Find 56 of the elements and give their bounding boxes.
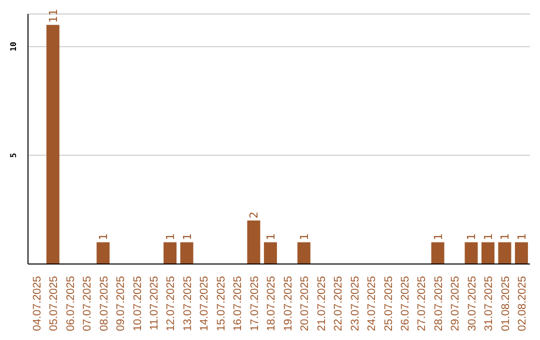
y-tick-label: 10 xyxy=(9,42,18,52)
x-tick-label: 07.07.2025 xyxy=(82,276,94,332)
x-tick-label: 26.07.2025 xyxy=(400,276,412,332)
x-tick-label: 15.07.2025 xyxy=(215,276,228,332)
data-label: 1 xyxy=(264,233,278,240)
bar xyxy=(481,242,494,264)
x-tick-label: 29.07.2025 xyxy=(450,276,462,332)
data-label: 1 xyxy=(164,233,178,240)
x-tick-label: 30.07.2025 xyxy=(466,276,478,332)
data-label: 1 xyxy=(432,233,445,240)
bar xyxy=(264,242,277,264)
y-tick-label: 5 xyxy=(9,152,18,158)
bar xyxy=(498,242,512,264)
x-tick-label: 27.07.2025 xyxy=(416,276,428,332)
x-tick-label: 28.07.2025 xyxy=(432,276,445,332)
x-tick-label: 18.07.2025 xyxy=(266,276,278,332)
x-tick-label: 13.07.2025 xyxy=(182,276,194,332)
data-label: 1 xyxy=(498,233,512,240)
x-tick-label: 14.07.2025 xyxy=(198,276,211,332)
bar xyxy=(180,242,194,264)
bar xyxy=(96,242,110,264)
x-tick-label: 17.07.2025 xyxy=(248,276,261,332)
x-tick-label: 04.07.2025 xyxy=(31,276,44,332)
x-tick-label: 19.07.2025 xyxy=(282,276,294,332)
data-label: 1 xyxy=(97,233,110,240)
x-tick-label: 09.07.2025 xyxy=(115,276,128,332)
data-label: 2 xyxy=(248,212,261,219)
x-tick-label: 06.07.2025 xyxy=(64,276,77,332)
data-label: 1 xyxy=(515,233,528,240)
x-tick-label: 23.07.2025 xyxy=(349,276,362,332)
x-tick-label: 12.07.2025 xyxy=(165,276,178,332)
data-label: 1 xyxy=(298,233,311,240)
data-label: 1 xyxy=(482,233,495,240)
x-tick-label: 08.07.2025 xyxy=(98,276,110,332)
x-tick-label: 31.07.2025 xyxy=(483,276,496,332)
bar xyxy=(514,242,528,264)
data-label: 1 xyxy=(180,233,194,240)
x-tick-label: 05.07.2025 xyxy=(48,276,60,332)
data-label: 11 xyxy=(46,8,60,23)
bar xyxy=(164,242,177,264)
x-tick-label: 22.07.2025 xyxy=(332,276,345,332)
bar xyxy=(464,242,478,264)
data-label: 1 xyxy=(465,233,478,240)
x-tick-label: 20.07.2025 xyxy=(299,276,312,332)
x-tick-label: 21.07.2025 xyxy=(316,276,328,332)
x-tick-label: 02.08.2025 xyxy=(516,276,529,332)
bar xyxy=(247,220,260,264)
x-tick-label: 11.07.2025 xyxy=(148,276,160,330)
x-tick-label: 25.07.2025 xyxy=(382,276,395,332)
x-tick-label: 10.07.2025 xyxy=(132,276,144,332)
bar xyxy=(297,242,310,264)
x-tick-label: 24.07.2025 xyxy=(366,276,378,332)
x-tick-label: 16.07.2025 xyxy=(232,276,244,332)
bar xyxy=(46,24,60,264)
x-tick-label: 01.08.2025 xyxy=(500,276,512,332)
bar xyxy=(431,242,444,264)
